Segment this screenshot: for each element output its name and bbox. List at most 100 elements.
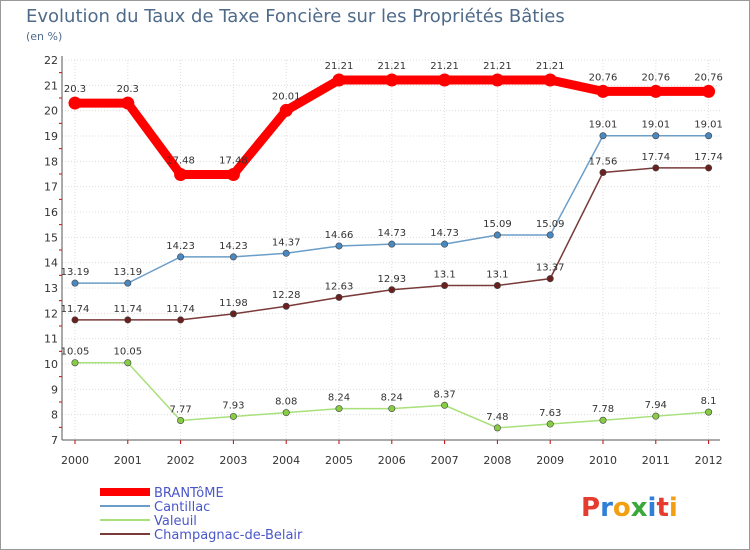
y-tick-label: 12 — [44, 307, 58, 320]
data-label: 13.19 — [113, 267, 142, 278]
data-point — [389, 287, 395, 293]
data-label: 8.1 — [701, 396, 717, 407]
data-label: 11.98 — [219, 298, 248, 309]
data-point — [547, 232, 553, 238]
x-tick-label: 2001 — [114, 454, 142, 467]
data-point — [230, 254, 236, 260]
data-label: 7.93 — [222, 400, 244, 411]
x-tick-label: 2005 — [325, 454, 353, 467]
data-point — [547, 421, 553, 427]
data-label: 21.21 — [325, 61, 354, 72]
data-point — [649, 85, 662, 98]
data-point — [336, 294, 342, 300]
data-label: 20.3 — [117, 84, 139, 95]
data-point — [597, 85, 610, 98]
y-tick-label: 19 — [44, 130, 58, 143]
data-point — [705, 133, 711, 139]
data-label: 7.94 — [645, 400, 667, 411]
data-point — [702, 85, 715, 98]
chart-title: Evolution du Taux de Taxe Foncière sur l… — [26, 6, 565, 27]
data-point — [177, 317, 183, 323]
y-tick-label: 8 — [51, 409, 58, 422]
grid — [62, 60, 720, 440]
data-point — [705, 165, 711, 171]
data-point — [653, 133, 659, 139]
data-label: 19.01 — [641, 120, 670, 131]
y-tick-label: 16 — [44, 206, 58, 219]
data-label: 8.37 — [433, 389, 455, 400]
data-label: 7.63 — [539, 408, 561, 419]
data-point — [230, 311, 236, 317]
data-point — [283, 250, 289, 256]
y-tick-label: 10 — [44, 358, 58, 371]
y-tick-label: 18 — [44, 155, 58, 168]
data-label: 12.28 — [272, 290, 301, 301]
data-point — [177, 417, 183, 423]
data-point — [600, 133, 606, 139]
data-label: 7.77 — [169, 404, 191, 415]
x-tick-label: 2012 — [695, 454, 723, 467]
data-point — [441, 282, 447, 288]
data-label: 14.66 — [325, 230, 354, 241]
data-point — [653, 413, 659, 419]
data-point — [72, 280, 78, 286]
data-point — [230, 413, 236, 419]
data-label: 8.24 — [328, 393, 350, 404]
logo-text: Proxiti — [581, 493, 678, 523]
data-label: 14.23 — [219, 241, 248, 252]
data-label: 21.21 — [430, 61, 459, 72]
data-label: 8.08 — [275, 397, 297, 408]
y-tick-label: 7 — [51, 434, 58, 447]
data-label: 12.93 — [377, 274, 406, 285]
x-tick-label: 2010 — [589, 454, 617, 467]
data-label: 21.21 — [377, 61, 406, 72]
data-point — [125, 360, 131, 366]
data-label: 7.78 — [592, 404, 614, 415]
legend-label: Valeuil — [154, 514, 197, 529]
data-point — [385, 74, 398, 87]
data-point — [72, 317, 78, 323]
data-point — [441, 402, 447, 408]
data-label: 12.63 — [325, 281, 354, 292]
data-point — [544, 74, 557, 87]
data-point — [600, 169, 606, 175]
data-label: 13.37 — [536, 263, 565, 274]
data-label: 20.76 — [694, 72, 723, 83]
data-point — [547, 275, 553, 281]
data-label: 10.05 — [113, 347, 142, 358]
data-label: 17.48 — [166, 156, 195, 167]
y-tick-label: 9 — [51, 383, 58, 396]
proxiti-logo: Proxiti — [581, 493, 678, 523]
data-point — [494, 232, 500, 238]
data-point — [125, 317, 131, 323]
data-label: 20.76 — [641, 72, 670, 83]
x-tick-label: 2006 — [378, 454, 406, 467]
x-tick-label: 2000 — [61, 454, 89, 467]
x-tick-label: 2003 — [219, 454, 247, 467]
x-tick-label: 2008 — [483, 454, 511, 467]
y-tick-label: 14 — [44, 257, 58, 270]
data-label: 11.74 — [113, 304, 142, 315]
data-label: 20.01 — [272, 91, 301, 102]
data-point — [336, 243, 342, 249]
legend-label: Champagnac-de-Belair — [154, 528, 303, 543]
data-label: 15.09 — [483, 219, 512, 230]
y-tick-label: 13 — [44, 282, 58, 295]
legend-label: Cantillac — [154, 500, 210, 515]
data-point — [491, 74, 504, 87]
data-point — [438, 74, 451, 87]
y-tick-label: 21 — [44, 79, 58, 92]
y-tick-label: 15 — [44, 231, 58, 244]
x-tick-label: 2007 — [431, 454, 459, 467]
data-label: 13.1 — [486, 269, 508, 280]
data-point — [600, 417, 606, 423]
data-label: 19.01 — [694, 120, 723, 131]
x-tick-label: 2002 — [167, 454, 195, 467]
data-label: 14.73 — [377, 228, 406, 239]
data-point — [280, 104, 293, 117]
data-label: 20.3 — [64, 84, 86, 95]
y-tick-label: 20 — [44, 105, 58, 118]
y-tick-label: 22 — [44, 54, 58, 67]
data-label: 15.09 — [536, 219, 565, 230]
data-label: 11.74 — [61, 304, 90, 315]
